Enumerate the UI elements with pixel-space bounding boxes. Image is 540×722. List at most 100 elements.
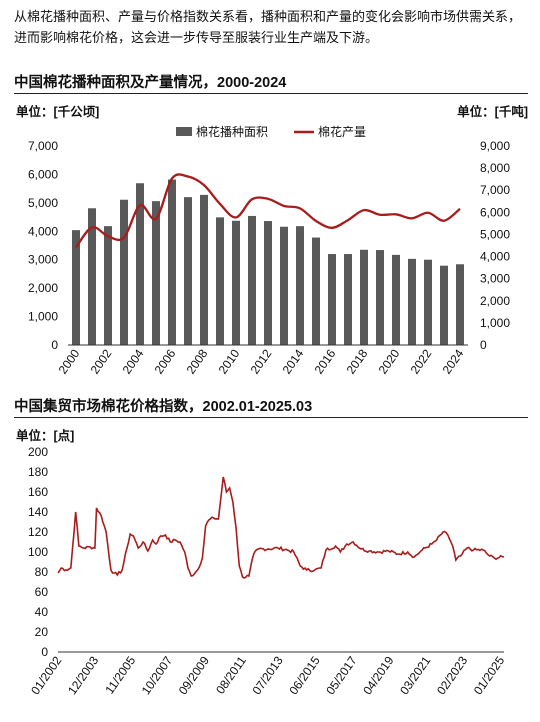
- chart1-right-unit: 单位：[千吨]: [457, 105, 528, 119]
- price-x-tick-label: 06/2015: [286, 653, 323, 697]
- area-bar: [264, 221, 272, 345]
- area-bar: [280, 226, 288, 345]
- price-y-tick-label: 160: [28, 485, 48, 499]
- price-y-tick-label: 60: [35, 585, 49, 599]
- area-bar: [216, 217, 224, 345]
- right-y-tick-label: 2,000: [480, 294, 510, 308]
- price-y-tick-label: 180: [28, 465, 48, 479]
- price-x-tick-label: 12/2003: [65, 653, 102, 697]
- left-y-tick-label: 2,000: [28, 281, 58, 295]
- chart1-title-rule: [14, 93, 528, 95]
- legend-area-swatch: [176, 127, 192, 136]
- area-bar: [392, 254, 400, 345]
- area-bar: [296, 226, 304, 345]
- left-y-tick-label: 0: [51, 338, 58, 352]
- price-x-tick-label: 01/2025: [471, 653, 508, 697]
- price-y-tick-label: 140: [28, 505, 48, 519]
- left-y-axis: 0 1,000 2,000 3,000 4,000 5,000 6,000 7,000: [28, 139, 58, 352]
- cotton-price-index-chart: 0 20 40 60 80 100 120 140 160 180 200 01/2002 12/20…: [28, 445, 507, 697]
- chart1-title: 中国棉花播种面积及产量情况，2000-2024: [14, 75, 287, 91]
- price-x-tick-label: 07/2013: [249, 653, 286, 697]
- price-y-tick-label: 200: [28, 445, 48, 459]
- area-bar: [408, 258, 416, 345]
- x-tick-label: 2024: [440, 346, 467, 376]
- area-bar: [248, 215, 256, 345]
- area-bar: [88, 208, 96, 345]
- right-y-axis: 0 1,000 2,000 3,000 4,000 5,000 6,000 7,000 8,00…: [480, 139, 510, 352]
- chart1-legend: 棉花播种面积 棉花产量: [176, 124, 366, 139]
- chart1-x-tick-labels: 2000 2002 2004 2006 2008 2010 2012 2014 2016 2018…: [56, 346, 467, 376]
- right-y-tick-label: 9,000: [480, 139, 510, 153]
- price-index-line: [57, 476, 505, 579]
- x-tick-label: 2020: [376, 346, 403, 376]
- price-y-tick-label: 80: [35, 565, 49, 579]
- right-y-tick-label: 6,000: [480, 205, 510, 219]
- x-tick-label: 2022: [408, 346, 435, 376]
- area-bar: [312, 237, 320, 345]
- x-tick-label: 2010: [216, 346, 243, 376]
- area-bar: [328, 254, 336, 345]
- x-tick-label: 2014: [280, 346, 307, 376]
- price-x-tick-label: 10/2007: [139, 653, 176, 697]
- price-y-tick-label: 0: [41, 645, 48, 659]
- chart1-left-unit: 单位：[千公顷]: [16, 105, 100, 119]
- price-x-tick-label: 03/2021: [397, 653, 434, 697]
- right-y-tick-label: 7,000: [480, 183, 510, 197]
- chart2-left-unit: 单位：[点]: [16, 429, 75, 443]
- price-x-tick-label: 04/2019: [360, 653, 397, 697]
- area-bar: [232, 220, 240, 345]
- left-y-tick-label: 1,000: [28, 310, 58, 324]
- x-tick-label: 2012: [248, 346, 275, 376]
- area-bar: [136, 183, 144, 345]
- area-bar: [168, 179, 176, 345]
- area-bar: [184, 197, 192, 345]
- left-y-tick-label: 7,000: [28, 139, 58, 153]
- price-x-tick-label: 02/2023: [434, 653, 471, 697]
- x-tick-label: 2004: [120, 346, 147, 376]
- right-y-tick-label: 0: [480, 338, 487, 352]
- chart2-y-axis: 0 20 40 60 80 100 120 140 160 180 200: [28, 445, 48, 659]
- right-y-tick-label: 1,000: [480, 316, 510, 330]
- price-y-tick-label: 20: [35, 625, 49, 639]
- area-bar: [456, 264, 464, 345]
- right-y-tick-label: 4,000: [480, 250, 510, 264]
- chart2-title: 中国集贸市场棉花价格指数，2002.01-2025.03: [14, 399, 313, 415]
- x-tick-label: 2018: [344, 346, 371, 376]
- price-y-tick-label: 120: [28, 525, 48, 539]
- price-y-tick-label: 100: [28, 545, 48, 559]
- area-bar: [200, 194, 208, 345]
- price-y-tick-label: 40: [35, 605, 49, 619]
- price-x-tick-label: 08/2011: [213, 653, 249, 696]
- legend-area-label: 棉花播种面积: [196, 124, 268, 139]
- area-bar: [424, 259, 432, 345]
- area-bar: [152, 201, 160, 345]
- left-y-tick-label: 6,000: [28, 167, 58, 181]
- left-y-tick-label: 4,000: [28, 224, 58, 238]
- left-y-tick-label: 3,000: [28, 253, 58, 267]
- planting-area-production-chart: 棉花播种面积 棉花产量 0 1,000 2,000 3,000 4,000 5,000 6,…: [28, 124, 510, 377]
- chart2-title-rule: [14, 417, 528, 419]
- legend-production-label: 棉花产量: [318, 124, 366, 139]
- price-x-tick-label: 05/2017: [323, 653, 360, 697]
- area-bar: [104, 226, 112, 345]
- x-tick-label: 2002: [88, 346, 115, 376]
- price-x-tick-label: 01/2002: [28, 653, 65, 697]
- left-y-tick-label: 5,000: [28, 196, 58, 210]
- right-y-tick-label: 3,000: [480, 272, 510, 286]
- area-bar: [360, 249, 368, 345]
- production-line: [75, 173, 461, 248]
- area-bars: [72, 179, 464, 345]
- x-tick-label: 2008: [184, 346, 211, 376]
- chart2-x-tick-labels: 01/2002 12/2003 11/2005 10/2007 09/2009 08/20…: [28, 653, 507, 697]
- area-bar: [344, 254, 352, 345]
- area-bar: [440, 265, 448, 345]
- price-x-tick-label: 11/2005: [102, 653, 138, 696]
- area-bar: [72, 230, 80, 345]
- area-bar: [120, 199, 128, 345]
- area-bar: [376, 250, 384, 345]
- intro-paragraph: 从棉花播种面积、产量与价格指数关系看，播种面积和产量的变化会影响市场供需关系，进…: [14, 9, 522, 45]
- x-tick-label: 2016: [312, 346, 339, 376]
- right-y-tick-label: 8,000: [480, 161, 510, 175]
- price-x-tick-label: 09/2009: [176, 653, 213, 697]
- x-tick-label: 2000: [56, 346, 83, 376]
